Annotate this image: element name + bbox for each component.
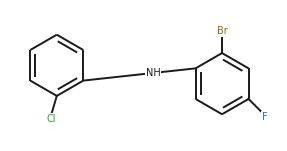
Text: NH: NH bbox=[146, 67, 160, 77]
Text: F: F bbox=[262, 112, 267, 122]
Text: Cl: Cl bbox=[47, 114, 57, 124]
Text: Br: Br bbox=[217, 26, 227, 36]
